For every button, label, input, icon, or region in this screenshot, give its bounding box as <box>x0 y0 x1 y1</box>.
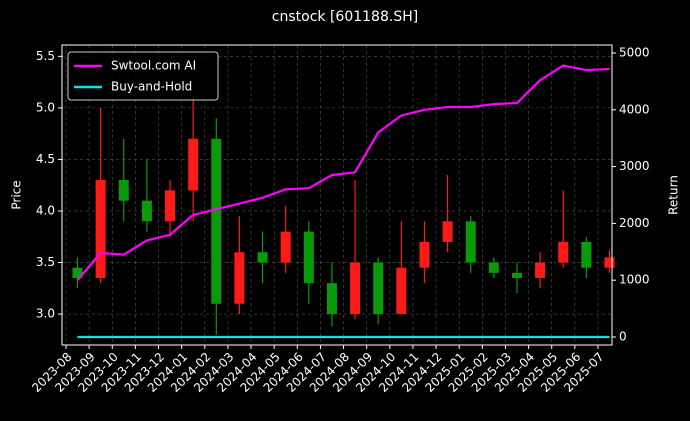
candle-body <box>396 267 407 315</box>
y-axis-label: Price <box>10 180 24 209</box>
plot-frame <box>61 44 613 346</box>
candle-body <box>535 262 546 278</box>
candle-body <box>280 231 291 263</box>
candle-body <box>488 262 499 273</box>
y-tick-label: 3.5 <box>36 255 55 269</box>
y2-axis-label: Return <box>667 175 681 215</box>
candle-body <box>511 272 522 278</box>
y2-tick-label: 3000 <box>619 159 650 173</box>
candle-body <box>419 241 430 268</box>
legend-label: Buy-and-Hold <box>111 80 192 94</box>
y2-tick-label: 2000 <box>619 216 650 230</box>
y-tick-label: 4.0 <box>36 203 55 217</box>
candle-body <box>141 200 152 222</box>
candle-body <box>326 283 337 315</box>
y-tick-label: 5.0 <box>36 100 55 114</box>
candle-body <box>165 190 176 222</box>
y2-tick-label: 1000 <box>619 273 650 287</box>
candle-body <box>465 221 476 263</box>
y2-tick-label: 4000 <box>619 102 650 116</box>
candle-body <box>188 138 199 191</box>
candle-body <box>72 267 83 278</box>
y-tick-label: 4.5 <box>36 152 55 166</box>
y2-tick-label: 0 <box>619 329 627 343</box>
candle-body <box>303 231 314 284</box>
candle-body <box>581 241 592 268</box>
candle-body <box>350 262 361 315</box>
candle-body <box>604 257 615 268</box>
y2-tick-label: 5000 <box>619 46 650 60</box>
candle-body <box>257 252 268 263</box>
candle-body <box>442 221 453 242</box>
y-tick-label: 3.0 <box>36 307 55 321</box>
y-tick-label: 5.5 <box>36 49 55 63</box>
legend-box <box>67 51 219 101</box>
chart-title: cnstock [601188.SH] <box>272 9 418 25</box>
candle-body <box>118 180 129 201</box>
candle-body <box>558 241 569 263</box>
candle-body <box>211 138 222 304</box>
candle-body <box>95 180 106 278</box>
series-line <box>76 64 610 281</box>
candle-body <box>234 252 245 304</box>
candle-body <box>373 262 384 315</box>
legend-label: Swtool.com AI <box>111 59 196 73</box>
